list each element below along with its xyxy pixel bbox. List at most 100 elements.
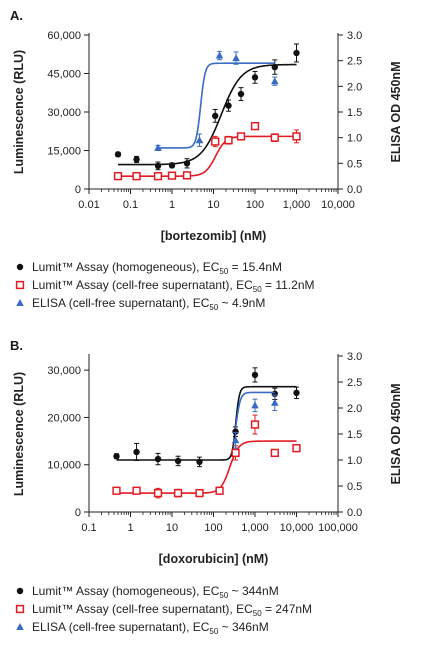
legend-marker-3 bbox=[16, 299, 24, 306]
panel-label: A. bbox=[10, 8, 23, 23]
legend-ec-value: = 247nM bbox=[262, 602, 312, 616]
data-point-series-2 bbox=[292, 444, 301, 453]
legend-subscript: 50 bbox=[219, 267, 228, 276]
x-tick-label: 100,000 bbox=[318, 522, 358, 534]
y2-tick-label: 0.0 bbox=[347, 184, 362, 196]
x-tick-label: 100 bbox=[204, 522, 222, 534]
y2-tick-label: 2.5 bbox=[347, 377, 362, 389]
y-tick-label: 0 bbox=[75, 184, 81, 196]
y2-tick-label: 2.0 bbox=[347, 81, 362, 93]
legend-marker-2 bbox=[15, 604, 25, 614]
data-point-series-3 bbox=[231, 436, 240, 444]
legend-entry-3: ELISA (cell-free supernatant), EC50 ~ 34… bbox=[32, 620, 269, 636]
data-point-series-1 bbox=[225, 102, 232, 109]
x-tick-label: 100 bbox=[246, 199, 264, 211]
legend-entry-2: Lumit™ Assay (cell-free supernatant), EC… bbox=[32, 602, 312, 618]
data-point-series-1 bbox=[232, 428, 239, 435]
data-point-series-2 bbox=[270, 133, 279, 142]
y2-tick-label: 0.5 bbox=[347, 158, 362, 170]
fit-curve-series-2 bbox=[116, 440, 297, 494]
legend-label: Lumit™ Assay (cell-free supernatant), EC bbox=[32, 278, 253, 292]
data-point-series-2 bbox=[132, 172, 141, 181]
x-tick-label: 0.1 bbox=[81, 522, 96, 534]
panel-label: B. bbox=[10, 338, 23, 353]
legend-subscript: 50 bbox=[209, 303, 218, 312]
legend-label: Lumit™ Assay (cell-free supernatant), EC bbox=[32, 602, 253, 616]
data-point-series-3 bbox=[215, 51, 224, 59]
data-point-series-1 bbox=[293, 49, 300, 57]
data-point-series-1 bbox=[113, 453, 120, 460]
data-point-series-1 bbox=[168, 162, 176, 169]
y-axis-title: Luminescence (RLU) bbox=[12, 372, 26, 496]
legend-subscript: 50 bbox=[253, 285, 262, 294]
data-point-series-2 bbox=[112, 486, 121, 495]
legend-subscript: 50 bbox=[209, 627, 218, 636]
legend-ec-value: = 15.4nM bbox=[228, 260, 282, 274]
legend-ec-value: ~ 344nM bbox=[228, 584, 278, 598]
y2-tick-label: 1.5 bbox=[347, 429, 362, 441]
data-point-series-1 bbox=[251, 74, 259, 81]
data-point-series-2 bbox=[250, 420, 260, 429]
x-tick-label: 1,000 bbox=[241, 522, 269, 534]
y2-tick-label: 1.0 bbox=[347, 455, 362, 467]
data-point-series-1 bbox=[251, 371, 259, 379]
y2-tick-label: 2.5 bbox=[347, 56, 362, 68]
y2-tick-label: 0.5 bbox=[347, 481, 362, 493]
data-point-series-2 bbox=[182, 171, 192, 180]
y-tick-label: 10,000 bbox=[47, 460, 81, 472]
data-point-series-1 bbox=[154, 455, 162, 463]
y-tick-label: 60,000 bbox=[47, 30, 81, 42]
data-point-series-1 bbox=[114, 151, 122, 158]
legend-entry-2: Lumit™ Assay (cell-free supernatant), EC… bbox=[32, 278, 314, 294]
legend-entry-1: Lumit™ Assay (homogeneous), EC50 ~ 344nM bbox=[32, 584, 279, 600]
y-tick-label: 15,000 bbox=[47, 146, 81, 158]
x-tick-label: 10,000 bbox=[321, 199, 355, 211]
fit-curve-series-1 bbox=[118, 63, 297, 166]
data-point-series-1 bbox=[293, 389, 300, 397]
x-tick-label: 1,000 bbox=[283, 199, 311, 211]
data-point-series-3 bbox=[232, 54, 240, 62]
legend-label: Lumit™ Assay (homogeneous), EC bbox=[32, 260, 220, 274]
y2-tick-label: 1.0 bbox=[347, 133, 362, 145]
fit-curve-series-3 bbox=[234, 391, 275, 429]
x-tick-label: 1 bbox=[127, 522, 133, 534]
data-point-series-3 bbox=[271, 398, 279, 406]
data-point-series-3 bbox=[251, 401, 259, 409]
y2-tick-label: 3.0 bbox=[347, 351, 362, 363]
legend-marker-1 bbox=[16, 587, 24, 595]
data-point-series-1 bbox=[212, 112, 219, 120]
data-point-series-1 bbox=[133, 448, 140, 456]
legend-marker-3 bbox=[16, 623, 24, 630]
fit-curve-series-3 bbox=[158, 62, 275, 149]
data-point-series-1 bbox=[196, 458, 203, 466]
data-point-series-1 bbox=[271, 63, 279, 71]
legend-marker-2 bbox=[15, 280, 25, 290]
fit-curve-series-2 bbox=[118, 135, 297, 177]
legend-entry-1: Lumit™ Assay (homogeneous), EC50 = 15.4n… bbox=[32, 260, 282, 276]
x-tick-label: 10 bbox=[207, 199, 219, 211]
data-point-series-2 bbox=[132, 486, 141, 495]
legend-ec-value: ~ 346nM bbox=[218, 620, 268, 634]
data-point-series-2 bbox=[173, 488, 183, 498]
legend-entry-3: ELISA (cell-free supernatant), EC50 ~ 4.… bbox=[32, 296, 265, 312]
data-point-series-2 bbox=[215, 486, 224, 495]
data-point-series-3 bbox=[154, 143, 162, 151]
y-tick-label: 30,000 bbox=[47, 107, 81, 119]
x-axis-title: [doxorubicin] (nM) bbox=[159, 552, 269, 566]
data-point-series-2 bbox=[211, 137, 220, 146]
data-point-series-2 bbox=[236, 132, 246, 141]
data-point-series-2 bbox=[153, 172, 163, 181]
legend-label: ELISA (cell-free supernatant), EC bbox=[32, 620, 210, 634]
data-point-series-2 bbox=[167, 171, 177, 180]
x-tick-label: 0.01 bbox=[78, 199, 99, 211]
legend-subscript: 50 bbox=[253, 609, 262, 618]
y-axis-title: Luminescence (RLU) bbox=[12, 50, 26, 174]
legend-label: Lumit™ Assay (homogeneous), EC bbox=[32, 584, 220, 598]
data-point-series-3 bbox=[195, 136, 204, 144]
data-point-series-1 bbox=[237, 90, 245, 98]
y2-tick-label: 2.0 bbox=[347, 403, 362, 415]
x-tick-label: 10,000 bbox=[280, 522, 314, 534]
x-tick-label: 10 bbox=[166, 522, 178, 534]
data-point-series-2 bbox=[224, 136, 233, 145]
